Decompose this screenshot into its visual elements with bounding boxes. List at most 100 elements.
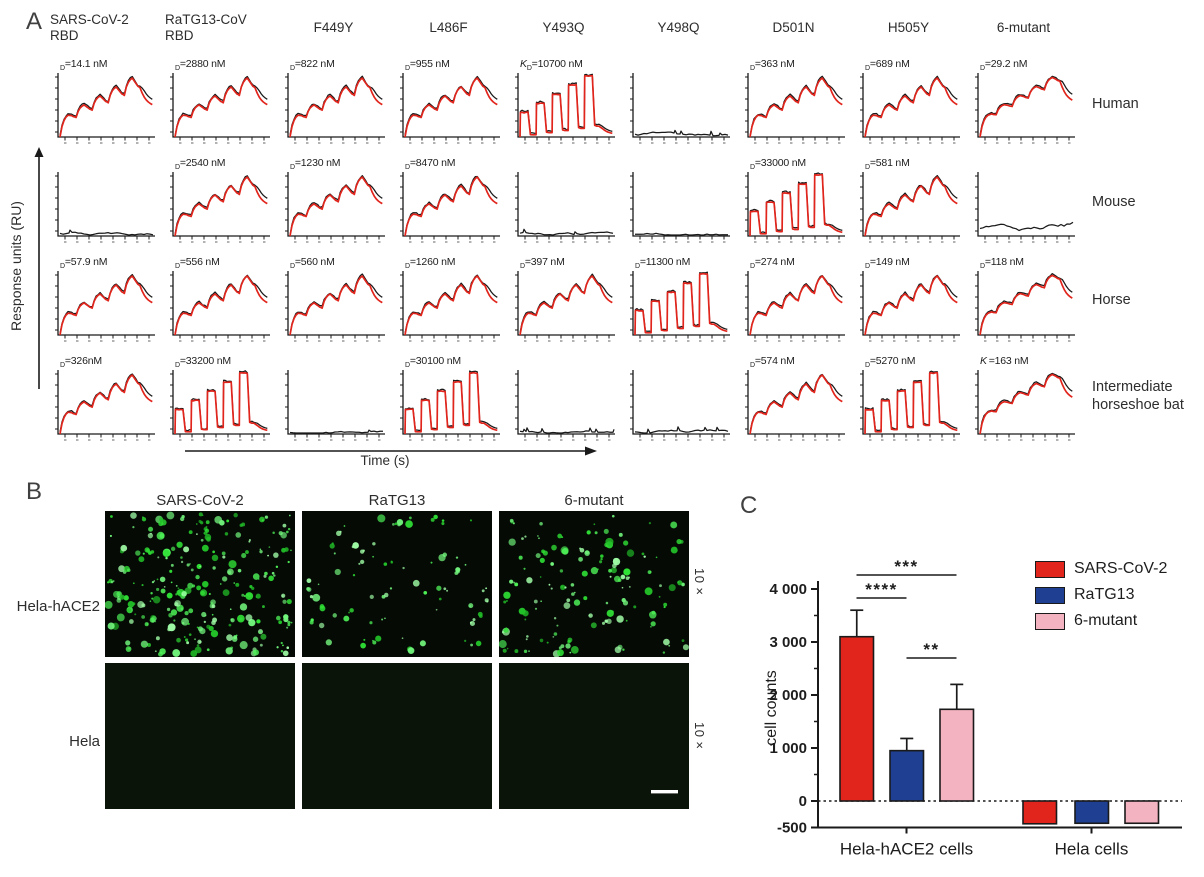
row-label-4: Intermediate horseshoe bat bbox=[1092, 379, 1184, 414]
sensorgram-r2-c5 bbox=[510, 157, 617, 247]
magnification-label: 10× bbox=[692, 722, 707, 753]
significance-stars: **** bbox=[865, 580, 897, 599]
panel-b-column-header-3: 6-mutant bbox=[564, 492, 624, 509]
fluorescence-image-r2-c2 bbox=[302, 663, 492, 809]
kd-value: KD=10700 nM bbox=[520, 58, 583, 73]
y-tick-label: 3 000 bbox=[769, 634, 807, 651]
kd-value: D=581 nM bbox=[865, 157, 910, 172]
significance-stars: ** bbox=[923, 640, 939, 659]
y-tick-label: 0 bbox=[799, 793, 807, 810]
kd-value: D=1230 nM bbox=[290, 157, 341, 172]
kd-value: K =163 nM bbox=[980, 355, 1029, 367]
response-axis-arrow bbox=[34, 147, 44, 389]
panel-b-row-label-2: Hela bbox=[69, 733, 100, 750]
kd-value: D=689 nM bbox=[865, 58, 910, 73]
sensorgram-r3-c3: D=560 nM bbox=[280, 256, 387, 346]
scale-bar bbox=[651, 790, 678, 794]
column-header-9: 6-mutant bbox=[996, 20, 1051, 35]
legend-item-SARS-CoV-2: SARS-CoV-2 bbox=[1035, 560, 1167, 578]
sensorgram-r1-c5: KD=10700 nM bbox=[510, 58, 617, 148]
column-header-5: Y493Q bbox=[542, 20, 585, 35]
sensorgram-r3-c5: D=397 nM bbox=[510, 256, 617, 346]
magnification-label: 10× bbox=[692, 568, 707, 599]
legend-label: SARS-CoV-2 bbox=[1074, 560, 1168, 577]
kd-value: D=2540 nM bbox=[175, 157, 226, 172]
bar-6-mutant-Hela-hACE2 cells bbox=[939, 708, 975, 802]
response-axis-label: Response units (RU) bbox=[8, 201, 24, 331]
spr-sensorgram-grid: D=14.1 nM D=2880 nM D=822 nM D=955 nM KD=107… bbox=[50, 58, 1077, 445]
kd-value: D=822 nM bbox=[290, 58, 335, 73]
kd-value: D=11300 nM bbox=[635, 256, 691, 271]
kd-value: D=574 nM bbox=[750, 355, 795, 370]
fluorescence-image-r1-c3 bbox=[499, 511, 689, 657]
kd-value: D=274 nM bbox=[750, 256, 795, 271]
sensorgram-r3-c7: D=274 nM bbox=[740, 256, 847, 346]
y-tick-label: 1 000 bbox=[769, 740, 807, 757]
sensorgram-r2-c9 bbox=[970, 157, 1077, 247]
bar-6-mutant-Hela cells bbox=[1124, 800, 1160, 825]
kd-value: D=326nM bbox=[60, 355, 102, 370]
panel-b-row-label-1: Hela-hACE2 bbox=[16, 598, 100, 615]
chart-legend: SARS-CoV-2 RaTG13 6-mutant bbox=[1035, 560, 1167, 638]
time-axis-label: Time (s) bbox=[360, 453, 410, 468]
panel-c-label: C bbox=[740, 492, 758, 519]
legend-item-6-mutant: 6-mutant bbox=[1035, 612, 1167, 630]
kd-value: D=149 nM bbox=[865, 256, 910, 271]
legend-swatch bbox=[1035, 586, 1065, 604]
sensorgram-r4-c6 bbox=[625, 355, 732, 445]
sensorgram-r1-c8: D=689 nM bbox=[855, 58, 962, 148]
significance-stars: *** bbox=[894, 557, 918, 576]
sensorgram-r2-c6 bbox=[625, 157, 732, 247]
column-header-1: SARS-CoV-2 RBD bbox=[50, 12, 129, 43]
column-header-2: RaTG13-CoV RBD bbox=[165, 12, 247, 43]
legend-item-RaTG13: RaTG13 bbox=[1035, 586, 1167, 604]
legend-swatch bbox=[1035, 560, 1065, 578]
bar-RaTG13-Hela-hACE2 cells bbox=[889, 749, 925, 802]
sensorgram-r3-c4: D=1260 nM bbox=[395, 256, 502, 346]
kd-value: D=57.9 nM bbox=[60, 256, 108, 271]
sensorgram-r3-c8: D=149 nM bbox=[855, 256, 962, 346]
kd-value: D=29.2 nM bbox=[980, 58, 1028, 73]
sensorgram-r1-c7: D=363 nM bbox=[740, 58, 847, 148]
bar-SARS-CoV-2-Hela cells bbox=[1022, 800, 1058, 825]
x-category-label: Hela-hACE2 cells bbox=[840, 840, 973, 859]
sensorgram-r3-c1: D=57.9 nM bbox=[50, 256, 157, 346]
sensorgram-r3-c6: D=11300 nM bbox=[625, 256, 732, 346]
sensorgram-r3-c9: D=118 nM bbox=[970, 256, 1077, 346]
panel-a-label: A bbox=[26, 8, 43, 35]
y-tick-label: 2 000 bbox=[769, 687, 807, 704]
kd-value: D=397 nM bbox=[520, 256, 565, 271]
y-tick-label: 4 000 bbox=[769, 581, 807, 598]
legend-label: 6-mutant bbox=[1074, 612, 1138, 629]
kd-value: D=1260 nM bbox=[405, 256, 456, 271]
sensorgram-r4-c4: D=30100 nM bbox=[395, 355, 502, 445]
row-label-3: Horse bbox=[1092, 292, 1131, 308]
column-header-8: H505Y bbox=[887, 20, 930, 35]
fluorescence-image-r2-c1 bbox=[105, 663, 295, 809]
sensorgram-r2-c3: D=1230 nM bbox=[280, 157, 387, 247]
sensorgram-r4-c5 bbox=[510, 355, 617, 445]
column-header-3: F449Y bbox=[313, 20, 354, 35]
kd-value: D=2880 nM bbox=[175, 58, 226, 73]
fluorescence-image-r2-c3 bbox=[499, 663, 689, 809]
cell-counts-bar-chart: 4 000 3 000 2 000 1 000 0 -500 Hela-hACE2 cell… bbox=[763, 557, 1182, 859]
sensorgram-r1-c6 bbox=[625, 58, 732, 148]
legend-swatch bbox=[1035, 612, 1065, 630]
kd-value: D=560 nM bbox=[290, 256, 335, 271]
sensorgram-r2-c8: D=581 nM bbox=[855, 157, 962, 247]
kd-value: D=8470 nM bbox=[405, 157, 456, 172]
column-header-7: D501N bbox=[772, 20, 815, 35]
sensorgram-r1-c1: D=14.1 nM bbox=[50, 58, 157, 148]
fluorescence-image-grid bbox=[105, 511, 689, 809]
sensorgram-r2-c4: D=8470 nM bbox=[395, 157, 502, 247]
panel-b-column-header-1: SARS-CoV-2 bbox=[156, 492, 244, 509]
bar-RaTG13-Hela cells bbox=[1074, 800, 1110, 825]
sensorgram-r2-c2: D=2540 nM bbox=[165, 157, 272, 247]
kd-value: D=556 nM bbox=[175, 256, 220, 271]
kd-value: D=30100 nM bbox=[405, 355, 461, 370]
sensorgram-r4-c8: D=5270 nM bbox=[855, 355, 962, 445]
panel-b-column-headers: SARS-CoV-2 RaTG13 6-mutant bbox=[105, 492, 689, 509]
sensorgram-r4-c2: D=33200 nM bbox=[165, 355, 272, 445]
row-label-2: Mouse bbox=[1092, 194, 1136, 210]
